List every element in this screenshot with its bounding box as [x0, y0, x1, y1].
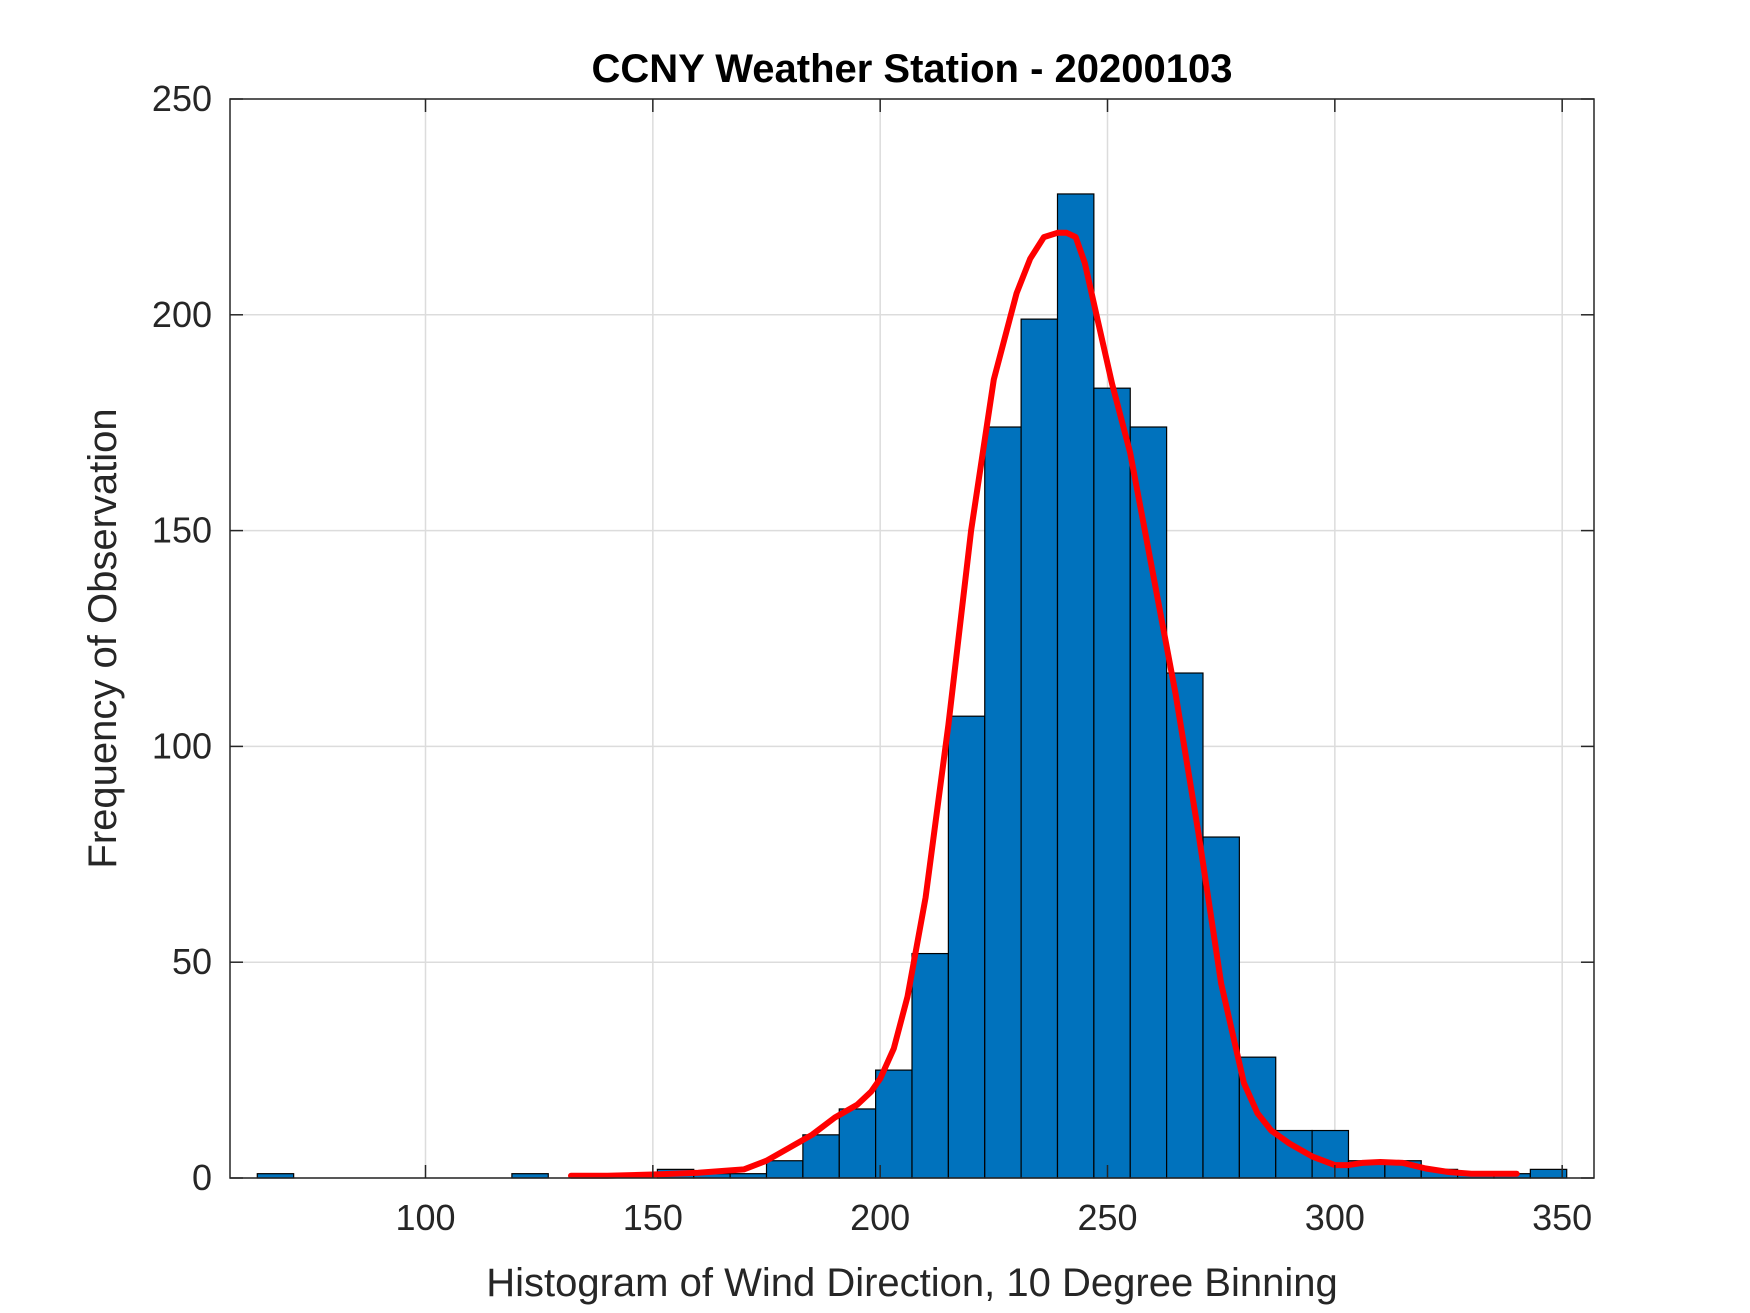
y-tick-label: 50 — [172, 941, 212, 982]
histogram-bars — [256, 193, 1568, 1179]
x-tick-label: 250 — [1077, 1197, 1137, 1238]
fit-curve — [568, 229, 1520, 1179]
histogram-bar — [765, 1160, 804, 1179]
histogram-bar — [1311, 1129, 1350, 1179]
fit-curve-layer — [568, 229, 1520, 1179]
y-tick-label: 200 — [152, 294, 212, 335]
histogram-bar — [1529, 1168, 1568, 1179]
x-tick-label: 200 — [850, 1197, 910, 1238]
histogram-bar — [1056, 193, 1095, 1179]
histogram-bar — [911, 952, 949, 1179]
y-tick-label: 100 — [152, 725, 212, 766]
histogram-bar — [838, 1108, 877, 1179]
x-axis-label: Histogram of Wind Direction, 10 Degree B… — [486, 1261, 1338, 1305]
x-tick-label: 150 — [623, 1197, 683, 1238]
y-axis-label: Frequency of Observation — [81, 408, 125, 868]
y-tick-label: 150 — [152, 510, 212, 551]
histogram-bar — [1093, 387, 1131, 1179]
y-tick-label: 0 — [192, 1157, 212, 1198]
y-tick-labels: 0 50 100 150 200 250 — [152, 78, 212, 1198]
histogram-bar — [947, 715, 986, 1179]
histogram-bar — [875, 1069, 913, 1179]
y-tick-label: 250 — [152, 78, 212, 119]
histogram-bar — [1020, 318, 1059, 1179]
histogram-bar — [802, 1134, 840, 1179]
chart-title: CCNY Weather Station - 20200103 — [592, 47, 1233, 91]
histogram-bar — [984, 426, 1022, 1179]
x-tick-label: 300 — [1305, 1197, 1365, 1238]
x-tick-label: 350 — [1532, 1197, 1592, 1238]
x-tick-label: 100 — [395, 1197, 455, 1238]
plot-area-frame — [229, 98, 1595, 1179]
x-tick-labels: 100 150 200 250 300 350 — [395, 1197, 1592, 1238]
tick-marks — [230, 98, 1594, 1179]
